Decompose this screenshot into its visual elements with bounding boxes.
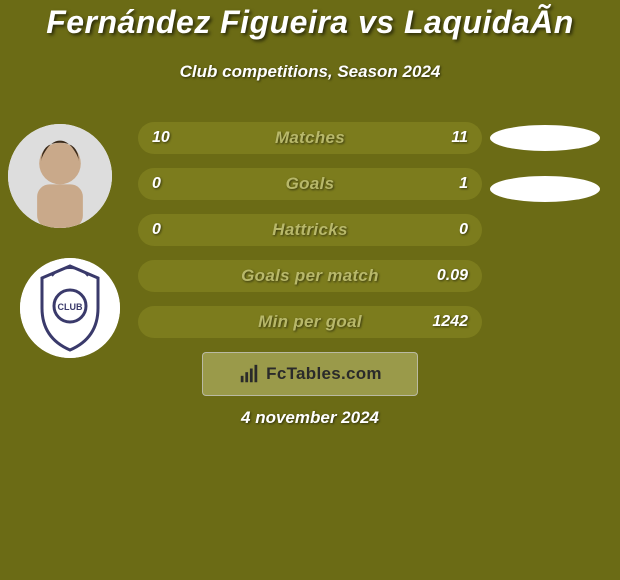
person-icon xyxy=(8,124,112,228)
stat-label: Goals per match xyxy=(241,266,379,286)
page-title: Fernández Figueira vs LaquidaÃn xyxy=(0,4,620,41)
stat-row-goals: 0 Goals 1 xyxy=(138,168,482,200)
stat-left-value: 0 xyxy=(152,221,161,239)
stat-right-value: 11 xyxy=(451,129,468,147)
stat-left-value: 10 xyxy=(152,129,170,147)
comparison-card: Fernández Figueira vs LaquidaÃn Club com… xyxy=(0,0,620,580)
stat-right-value: 0.09 xyxy=(437,267,468,285)
svg-text:CLUB: CLUB xyxy=(58,302,83,312)
stat-row-hattricks: 0 Hattricks 0 xyxy=(138,214,482,246)
brand-box: FcTables.com xyxy=(202,352,418,396)
club-badge: CLUB xyxy=(20,258,120,358)
stat-label: Min per goal xyxy=(258,312,362,332)
stat-left-value: 0 xyxy=(152,175,161,193)
date-label: 4 november 2024 xyxy=(0,408,620,428)
shield-icon: CLUB xyxy=(20,258,120,358)
stat-right-value: 0 xyxy=(459,221,468,239)
stat-row-matches: 10 Matches 11 xyxy=(138,122,482,154)
stat-label: Hattricks xyxy=(272,220,347,240)
right-ellipse-1 xyxy=(490,125,600,151)
player-avatar xyxy=(8,124,112,228)
stat-row-min-per-goal: Min per goal 1242 xyxy=(138,306,482,338)
subtitle: Club competitions, Season 2024 xyxy=(0,62,620,82)
stat-label: Goals xyxy=(286,174,335,194)
stat-right-value: 1242 xyxy=(432,313,468,331)
stat-label: Matches xyxy=(275,128,345,148)
stat-right-value: 1 xyxy=(459,175,468,193)
brand-label: FcTables.com xyxy=(266,364,382,384)
stats-table: 10 Matches 11 0 Goals 1 0 Hattricks 0 Go… xyxy=(138,122,482,352)
right-ellipse-2 xyxy=(490,176,600,202)
stat-row-goals-per-match: Goals per match 0.09 xyxy=(138,260,482,292)
bar-chart-icon xyxy=(238,363,260,385)
